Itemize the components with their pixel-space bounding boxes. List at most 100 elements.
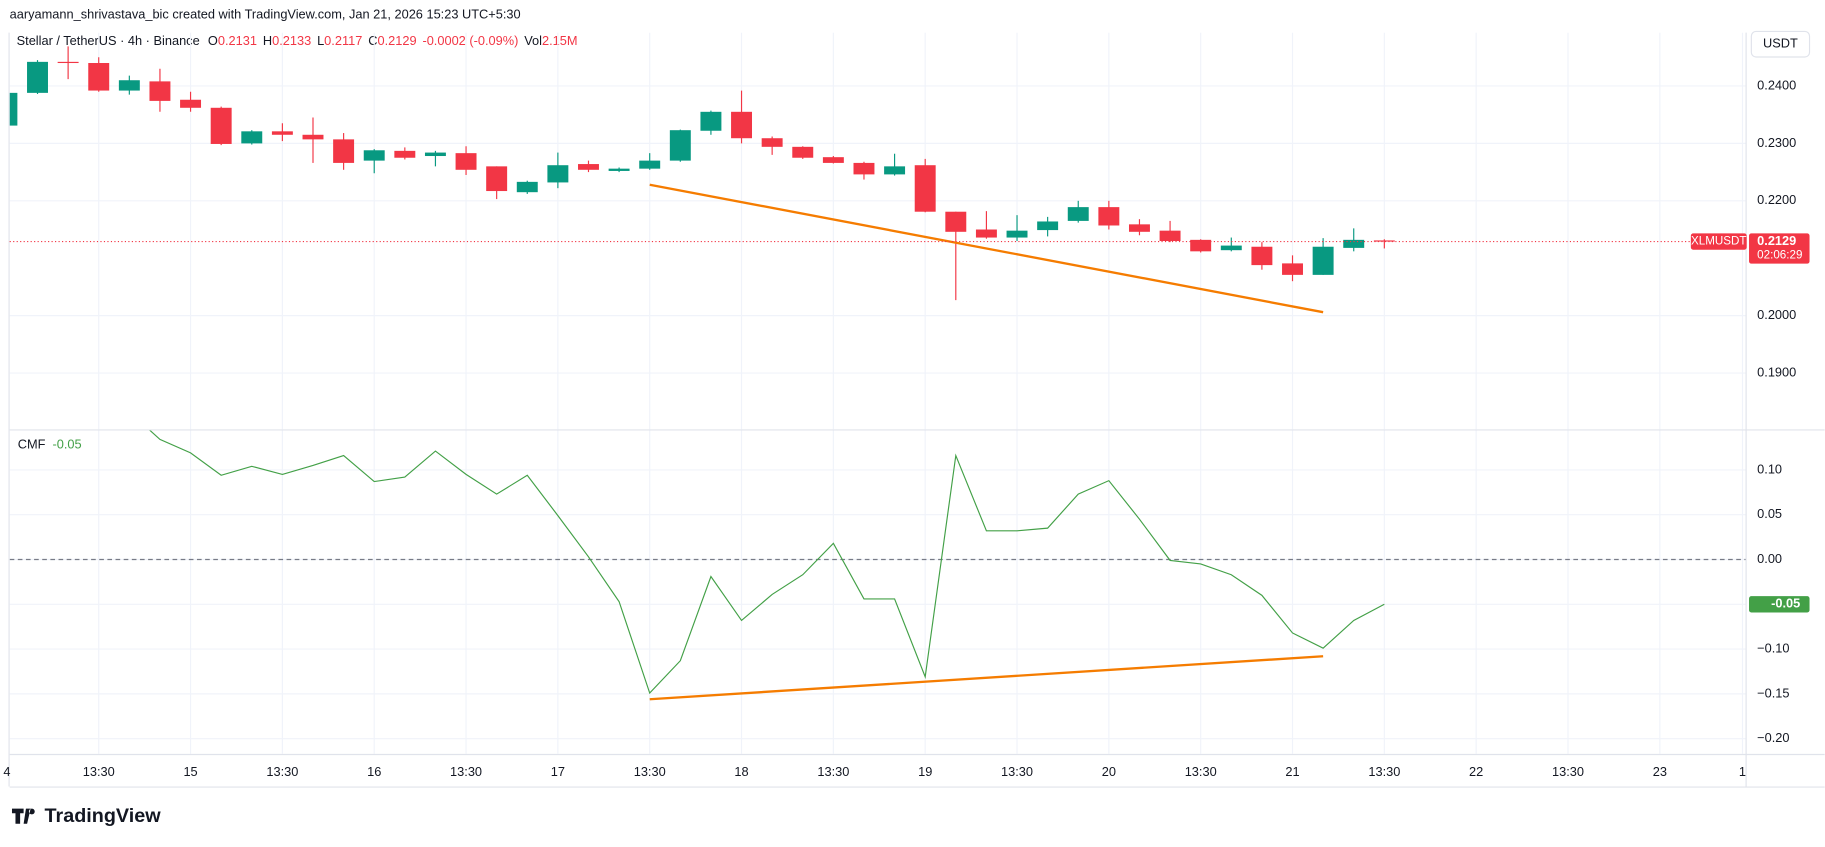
x-tick-label: 13:30 xyxy=(83,764,115,779)
candle-body xyxy=(149,81,171,101)
y-tick-label: −0.20 xyxy=(1757,730,1789,745)
y-tick-label: −0.10 xyxy=(1757,640,1789,655)
x-tick-label: 22 xyxy=(1469,764,1483,779)
candle-body xyxy=(1006,230,1028,238)
symbol: Stellar / TetherUS · 4h · Binance xyxy=(17,33,200,48)
y-tick-label: 0.2300 xyxy=(1757,135,1796,150)
candle-body xyxy=(853,162,875,175)
candle-body xyxy=(1220,245,1242,251)
candle-body xyxy=(455,153,477,170)
symbol-label: XLMUSDT xyxy=(1691,235,1747,248)
trend-line xyxy=(649,655,1324,701)
x-tick-label: 20 xyxy=(1102,764,1116,779)
candle-body xyxy=(363,150,385,161)
currency-button[interactable] xyxy=(1750,30,1811,58)
low-label: L xyxy=(317,33,324,48)
branding: TradingView xyxy=(11,805,162,827)
cmf-title: CMF xyxy=(18,437,46,452)
x-tick-label: 13:30 xyxy=(450,764,482,779)
x-tick-label: 13:30 xyxy=(1185,764,1217,779)
candle-body xyxy=(1159,230,1181,241)
x-tick-label: 13:30 xyxy=(817,764,849,779)
candle-body xyxy=(975,229,997,238)
high-value: 0.2133 xyxy=(272,33,311,48)
trend-line xyxy=(649,183,1324,314)
candle-body xyxy=(394,150,416,158)
y-tick-label: 0.05 xyxy=(1757,506,1782,521)
x-tick-label: 19 xyxy=(918,764,932,779)
x-tick-label: 13:30 xyxy=(1001,764,1033,779)
y-tick-label: 0.2200 xyxy=(1757,192,1796,207)
candle-body xyxy=(9,92,18,126)
candle-body xyxy=(731,111,753,139)
cmf-legend: CMF -0.05 xyxy=(18,437,82,452)
y-tick-label: 0.10 xyxy=(1757,461,1782,476)
brand: TradingView xyxy=(45,805,162,827)
price-badge xyxy=(1749,233,1810,264)
candle-body xyxy=(516,181,538,193)
x-tick-label: 4 xyxy=(3,764,10,779)
x-tick-label: 13:30 xyxy=(1368,764,1400,779)
x-tick-label: 17 xyxy=(551,764,565,779)
candle-body xyxy=(700,111,722,131)
candle-body xyxy=(1190,239,1212,252)
symbol-badge xyxy=(1690,233,1747,250)
x-tick-label: 13:30 xyxy=(266,764,298,779)
candle-body xyxy=(761,138,783,147)
high-label: H xyxy=(263,33,272,48)
candle-body xyxy=(669,130,691,161)
change: -0.0002 (-0.09%) xyxy=(422,33,518,48)
logo xyxy=(11,808,35,824)
candle-body xyxy=(1373,240,1395,242)
open-value: 0.2131 xyxy=(218,33,257,48)
legend: Stellar / TetherUS · 4h · Binance O0.213… xyxy=(17,33,578,48)
candle-body xyxy=(1251,246,1273,266)
low-value: 0.2117 xyxy=(324,33,362,48)
currency[interactable]: USDT xyxy=(1763,36,1798,51)
candle-body xyxy=(1067,207,1089,221)
candle-body xyxy=(271,131,293,135)
candle-body xyxy=(608,168,630,171)
x-tick-label: 15 xyxy=(183,764,197,779)
candle-body xyxy=(547,165,569,183)
x-tick-label: 16 xyxy=(367,764,381,779)
y-tick-label: 0.2000 xyxy=(1757,307,1796,322)
x-tick-label: 13:30 xyxy=(1552,764,1584,779)
candle-body xyxy=(424,152,446,157)
candle-body xyxy=(486,166,508,192)
value-badge xyxy=(1749,596,1810,613)
candle-body xyxy=(333,139,355,163)
cmf-value: -0.05 xyxy=(52,437,81,452)
candle-body xyxy=(1037,221,1059,231)
y-tick-label: 0.1900 xyxy=(1757,364,1796,379)
candle-body xyxy=(27,61,48,93)
y-tick-label: 0.00 xyxy=(1757,551,1782,566)
x-tick-label: 18 xyxy=(734,764,748,779)
y-tick-label: 0.2400 xyxy=(1757,77,1796,92)
candle-body xyxy=(118,80,140,91)
candle-body xyxy=(1282,263,1303,275)
x-tick-label: 13:30 xyxy=(634,764,666,779)
candle-body xyxy=(884,166,906,175)
cmf-line xyxy=(149,430,1385,695)
credit: aaryamann_shrivastava_bic created with T… xyxy=(10,7,521,22)
pane xyxy=(9,430,1746,754)
candle-body xyxy=(241,131,263,144)
pane xyxy=(9,32,1746,430)
y-tick-label: −0.15 xyxy=(1757,685,1789,700)
candle-body xyxy=(180,99,202,108)
volume-value: 2.15M xyxy=(542,33,578,48)
candle-body xyxy=(1128,224,1150,232)
x-tick-label: 23 xyxy=(1653,764,1667,779)
candle-body xyxy=(1312,246,1334,275)
value-label: -0.05 xyxy=(1771,596,1800,611)
countdown: 02:06:29 xyxy=(1757,249,1802,262)
candle-body xyxy=(792,146,814,158)
volume-label: Vol xyxy=(524,33,542,48)
close-value: 0.2129 xyxy=(377,33,416,48)
x-tick-label: 21 xyxy=(1285,764,1299,779)
candle-body xyxy=(210,107,232,144)
